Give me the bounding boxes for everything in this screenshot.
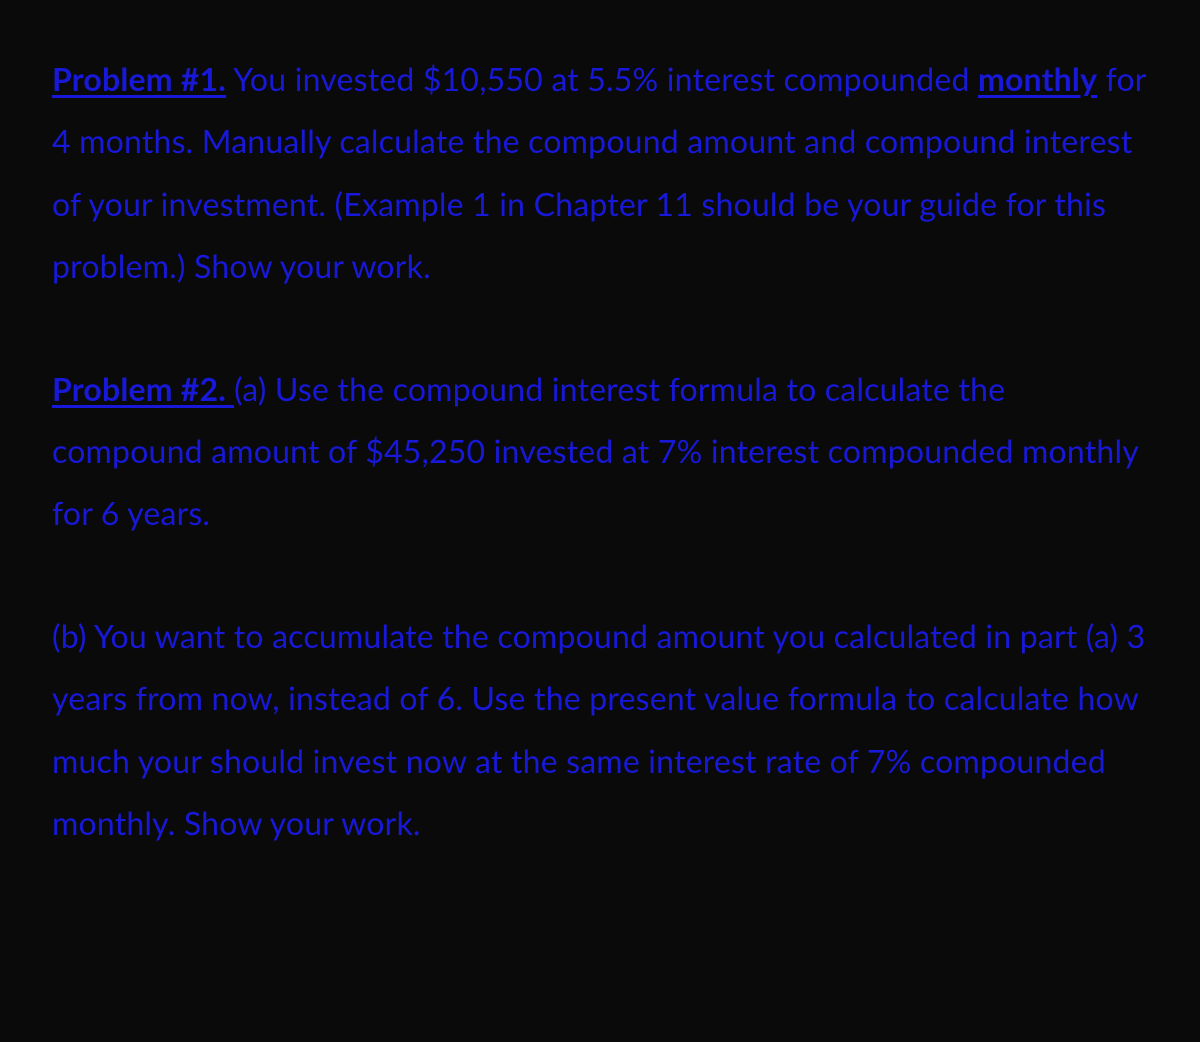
problem-2b-block: (b) You want to accumulate the compound … bbox=[52, 605, 1148, 855]
problem-1-paragraph: Problem #1. You invested $10,550 at 5.5%… bbox=[52, 48, 1148, 298]
problem-2a-block: Problem #2. (a) Use the compound interes… bbox=[52, 358, 1148, 545]
problem-1-underlined: monthly bbox=[978, 59, 1097, 98]
problem-1-label: Problem #1. bbox=[52, 59, 226, 98]
problem-1-text-before: You invested $10,550 at 5.5% interest co… bbox=[226, 59, 978, 98]
problem-2b-text: (b) You want to accumulate the compound … bbox=[52, 616, 1145, 842]
problem-2a-paragraph: Problem #2. (a) Use the compound interes… bbox=[52, 358, 1148, 545]
problem-2b-paragraph: (b) You want to accumulate the compound … bbox=[52, 605, 1148, 855]
problem-1-block: Problem #1. You invested $10,550 at 5.5%… bbox=[52, 48, 1148, 298]
problem-2-label: Problem #2. bbox=[52, 369, 234, 408]
